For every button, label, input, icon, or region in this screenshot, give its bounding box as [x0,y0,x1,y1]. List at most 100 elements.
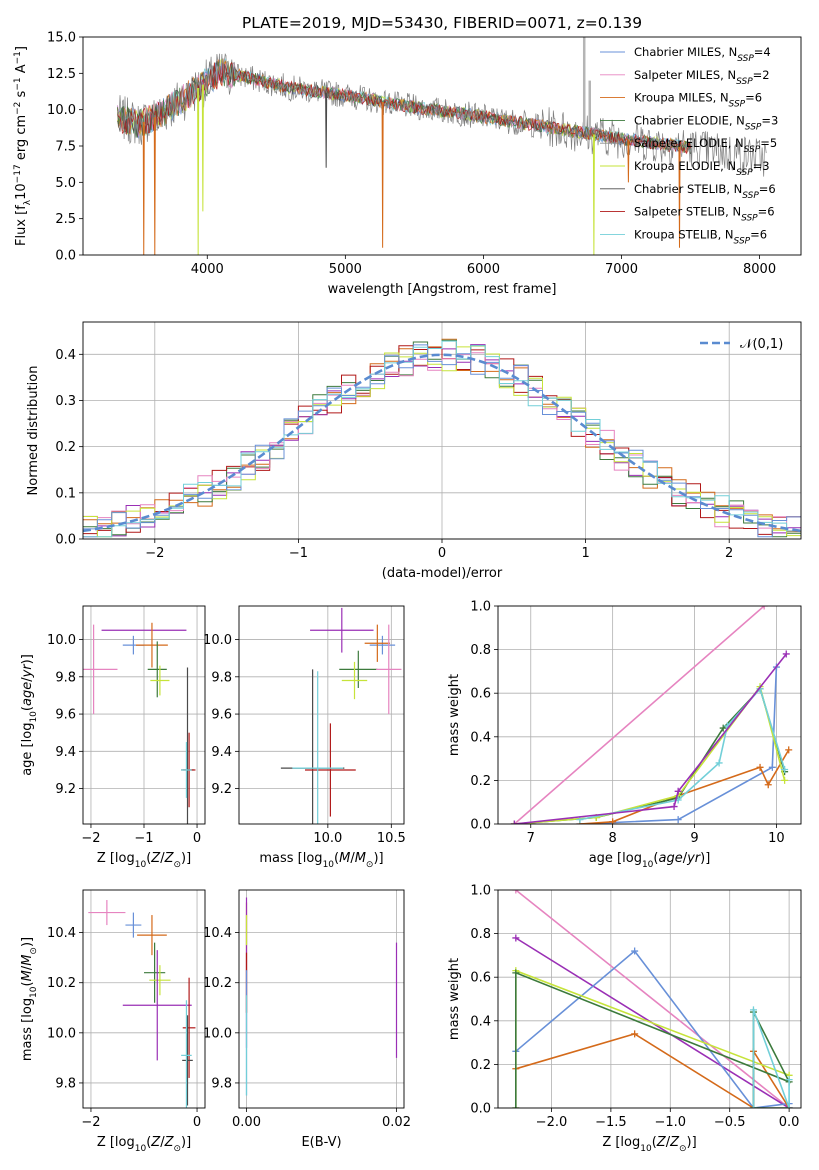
absorption-line [197,87,200,255]
mass-weight-line [579,749,790,824]
y-tick-label: 0.8 [470,927,491,942]
data-point-marker [756,763,764,771]
x-tick-label: −0.5 [714,1115,746,1130]
legend-label: Kroupa ELODIE, NSSP=3 [634,159,770,178]
x-tick-label: −2 [81,1115,100,1130]
y-tick-label: 9.6 [55,708,76,723]
x-tick-label: −1.0 [655,1115,687,1130]
y-axis-label: Normed distribution [26,366,41,496]
y-axis-label: Flux [fλ10−17 erg cm−2 s−1 A−1] [13,46,33,246]
y-tick-label: 9.6 [211,708,232,723]
chart-age-vs-mass: 10.0 10.5 9.2 9.4 9.6 9.8 10.0 mass [log10(M/M⊙… [203,605,406,870]
chart-mass-vs-ebv: 0.00 0.02 9.8 10.0 10.2 10.4 E(B-V) [203,889,411,1150]
mass-weight-line [514,971,791,1108]
data-point-marker [782,650,790,658]
axes-frame [82,36,802,256]
x-tick-label: 10.0 [313,831,342,846]
plot-area [83,622,196,824]
y-tick-label: 0.6 [470,971,491,986]
data-point-marker [781,776,789,784]
mass-weight-line [513,606,765,824]
legend-label: Chabrier MILES, NSSP=4 [634,45,771,64]
x-tick-label: 5000 [329,262,362,277]
mass-weight-line [579,666,778,824]
y-tick-label: 1.0 [470,600,491,615]
data-point-marker [781,766,789,773]
y-tick-label: 12.5 [47,67,76,82]
x-axis-label: Z [log10(Z/Z⊙)] [97,851,191,870]
data-point-marker [674,787,682,795]
y-tick-label: 0.0 [55,249,76,264]
y-tick-label: 9.8 [211,1076,232,1091]
x-tick-label: 0.02 [382,1115,411,1130]
y-tick-label: 10.2 [47,976,76,991]
y-tick-label: 0.6 [470,687,491,702]
data-point-marker [719,724,727,732]
x-tick-label: 0.0 [779,1115,800,1130]
data-point-marker [609,818,617,824]
axes-frame [497,889,802,1109]
data-point-marker [764,781,772,789]
y-axis-label: mass weight [447,674,462,756]
chart-age-vs-z: −2 −1 0 9.2 9.4 9.6 9.8 10.0 Z [log10(Z/Z⊙)] age … [20,605,206,870]
y-tick-label: 9.8 [55,670,76,685]
mass-weight-line [515,949,790,1108]
legend-label: Salpeter ELODIE, NSSP=5 [634,136,777,155]
y-tick-label: 0.8 [470,643,491,658]
data-point-marker [768,763,776,771]
histogram-series [83,344,801,538]
chart-residuals: −2 −1 0 1 2 0.0 0.1 0.2 0.3 0.4 𝒩(0,1) (data-model)… [26,321,802,581]
x-tick-label: −1 [134,831,153,846]
data-point-marker [512,890,520,894]
y-tick-label: 10.0 [47,1026,76,1041]
x-tick-label: 1 [581,546,589,561]
x-tick-label: 7 [527,831,535,846]
y-tick-label: 5.0 [55,176,76,191]
y-axis-label: mass [log10(M/M⊙)] [20,937,39,1061]
axes-frame [238,889,405,1109]
chart-mass-vs-z: −2 0 9.8 10.0 10.2 10.4 Z [log10(Z/Z⊙)] mass [l… [20,889,206,1154]
normal-reference-curve [83,353,801,533]
x-tick-label: 2 [725,546,733,561]
absorption-line [678,146,681,248]
y-axis-label: age [log10(age/yr)] [20,654,39,776]
chart-spectrum: 4000 5000 6000 7000 8000 0.0 2.5 5.0 7.5 10.0 12.5… [13,31,802,297]
plot-area [117,37,767,255]
plot-area [83,338,801,538]
y-tick-label: 7.5 [55,140,76,155]
x-tick-label: 10 [768,831,785,846]
y-tick-label: 0.4 [470,1014,491,1029]
y-tick-label: 2.5 [55,212,76,227]
model-fit-line [117,58,691,155]
legend-label: Salpeter STELIB, NSSP=6 [634,205,775,224]
legend-label: Kroupa MILES, NSSP=6 [634,91,762,110]
plot-area [510,606,793,824]
data-point-marker [785,1076,793,1084]
x-tick-label: 8 [609,831,617,846]
absorption-line [153,117,156,255]
y-tick-label: 10.0 [47,103,76,118]
mass-weight-line [514,653,787,824]
x-axis-label: Z [log10(Z/Z⊙)] [97,1135,191,1154]
data-point-marker [510,820,518,824]
y-tick-label: 10.4 [203,926,232,941]
mass-weight-line [515,890,790,1108]
x-tick-label: −2 [81,831,100,846]
x-tick-label: 0 [438,546,446,561]
axes-frame [82,889,206,1109]
plot-area [88,900,196,1108]
y-tick-label: 9.2 [211,782,232,797]
legend-label: Chabrier ELODIE, NSSP=3 [634,113,778,132]
y-tick-label: 10.4 [47,926,76,941]
legend-label: Kroupa STELIB, NSSP=6 [634,227,767,246]
chart-mass-weight-vs-age: 7 8 9 10 0.0 0.2 0.4 0.6 0.8 1.0 age [log10(age/yr… [447,600,802,870]
absorption-line [142,121,145,255]
y-tick-label: 9.8 [211,670,232,685]
x-tick-label: 0.00 [232,1115,261,1130]
x-tick-label: 0 [193,1115,201,1130]
x-axis-label: (data-model)/error [382,566,503,581]
x-axis-label: Z [log10(Z/Z⊙)] [602,1135,696,1154]
y-tick-label: 9.2 [55,782,76,797]
data-point-marker [670,803,678,811]
axes-frame [497,605,802,825]
